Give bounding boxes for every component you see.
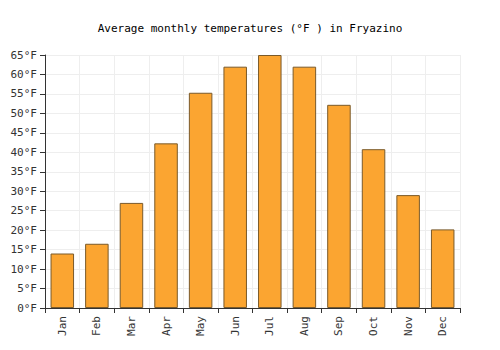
svg-text:Apr: Apr <box>160 316 173 336</box>
svg-text:65°F: 65°F <box>11 49 38 62</box>
svg-text:5°F: 5°F <box>17 282 37 295</box>
svg-text:35°F: 35°F <box>11 165 38 178</box>
svg-text:Dec: Dec <box>436 316 449 336</box>
svg-text:Sep: Sep <box>332 316 345 336</box>
svg-text:Jan: Jan <box>56 316 69 336</box>
svg-text:Aug: Aug <box>298 316 311 336</box>
svg-text:60°F: 60°F <box>11 68 38 81</box>
svg-text:May: May <box>194 316 207 336</box>
svg-text:Mar: Mar <box>125 316 138 336</box>
svg-text:10°F: 10°F <box>11 263 38 276</box>
svg-text:20°F: 20°F <box>11 224 38 237</box>
svg-text:45°F: 45°F <box>11 126 38 139</box>
svg-text:Average monthly temperatures (: Average monthly temperatures (°F ) in Fr… <box>98 22 403 35</box>
svg-text:Oct: Oct <box>367 316 380 336</box>
svg-text:15°F: 15°F <box>11 243 38 256</box>
svg-text:25°F: 25°F <box>11 204 38 217</box>
svg-text:Jul: Jul <box>263 316 276 336</box>
svg-text:50°F: 50°F <box>11 107 38 120</box>
svg-text:Jun: Jun <box>229 316 242 336</box>
svg-text:Nov: Nov <box>402 316 415 336</box>
svg-text:0°F: 0°F <box>17 302 37 315</box>
svg-text:Feb: Feb <box>90 316 103 336</box>
svg-text:30°F: 30°F <box>11 185 38 198</box>
svg-text:55°F: 55°F <box>11 87 38 100</box>
svg-text:40°F: 40°F <box>11 146 38 159</box>
